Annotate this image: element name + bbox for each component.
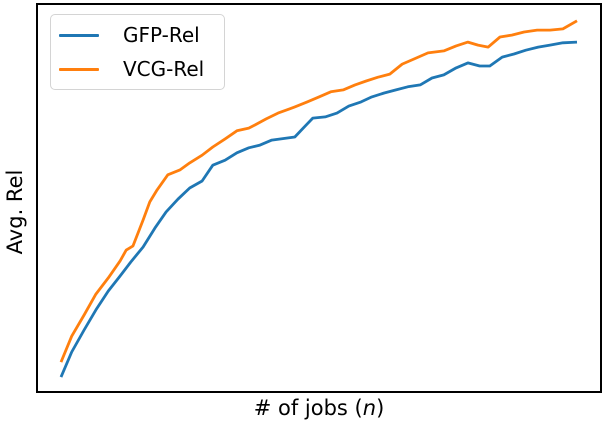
- x-axis-label-prefix: # of jobs (: [253, 396, 363, 420]
- legend-label-gfp: GFP-Rel: [123, 23, 200, 47]
- legend-label-vcg: VCG-Rel: [123, 57, 205, 81]
- legend: GFP-Rel VCG-Rel: [50, 14, 225, 90]
- gfp-line-swatch: [59, 33, 99, 37]
- x-axis-label-variable: n: [362, 396, 377, 420]
- series-line-gfp-rel: [59, 40, 578, 378]
- y-axis-label: Avg. Rel: [3, 169, 27, 255]
- plot-lines: [59, 19, 578, 378]
- vcg-line-swatch: [59, 67, 99, 71]
- x-axis-label-suffix: ): [376, 396, 385, 420]
- series-line-vcg-rel: [59, 19, 578, 363]
- plot-area: GFP-Rel VCG-Rel: [36, 3, 602, 393]
- legend-item-gfp-rel: GFP-Rel: [51, 18, 224, 52]
- x-axis-label: # of jobs (n): [36, 396, 602, 420]
- legend-item-vcg-rel: VCG-Rel: [51, 52, 224, 86]
